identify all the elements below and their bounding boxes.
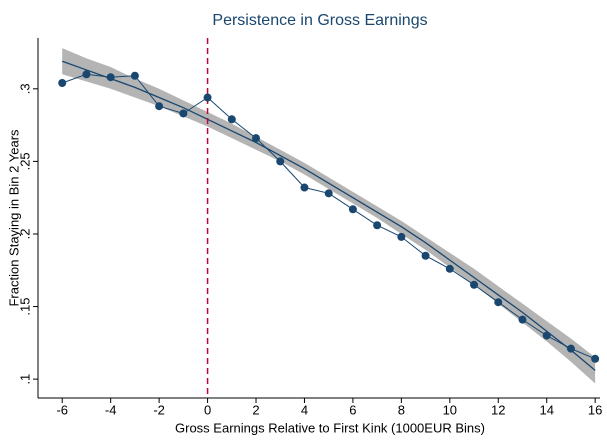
x-tick-label: 16 bbox=[588, 402, 602, 417]
data-point bbox=[300, 183, 309, 192]
data-point bbox=[227, 115, 236, 124]
data-point bbox=[58, 79, 67, 87]
data-point bbox=[445, 264, 454, 273]
y-tick-label: .2 bbox=[17, 229, 32, 240]
x-tick-label: -6 bbox=[56, 402, 68, 417]
y-tick-label: .15 bbox=[17, 298, 32, 316]
x-tick-label: -4 bbox=[105, 402, 117, 417]
data-point bbox=[179, 109, 188, 118]
data-point bbox=[373, 221, 382, 230]
x-tick-label: 14 bbox=[539, 402, 553, 417]
chart-title: Persistence in Gross Earnings bbox=[212, 12, 427, 29]
x-tick-label: 8 bbox=[398, 402, 405, 417]
x-tick-label: -2 bbox=[153, 402, 165, 417]
y-axis-label: Fraction Staying in Bin 2 Years bbox=[6, 129, 21, 307]
data-point bbox=[348, 205, 357, 214]
data-point bbox=[106, 73, 115, 82]
data-point bbox=[203, 93, 212, 102]
data-point bbox=[542, 331, 551, 340]
data-point bbox=[155, 102, 164, 111]
data-point bbox=[591, 354, 600, 363]
data-point bbox=[518, 315, 527, 324]
data-point bbox=[421, 251, 430, 260]
x-tick-label: 0 bbox=[204, 402, 211, 417]
data-point bbox=[130, 71, 139, 80]
data-point bbox=[566, 344, 575, 353]
x-tick-label: 2 bbox=[252, 402, 259, 417]
x-tick-label: 4 bbox=[301, 402, 308, 417]
data-point bbox=[397, 232, 406, 241]
y-tick-label: .3 bbox=[17, 83, 32, 94]
data-point bbox=[276, 157, 285, 166]
confidence-band bbox=[62, 48, 596, 384]
data-point bbox=[470, 280, 479, 289]
data-point bbox=[82, 70, 91, 79]
x-axis-label: Gross Earnings Relative to First Kink (1… bbox=[175, 420, 485, 435]
data-point bbox=[252, 134, 261, 143]
x-tick-label: 6 bbox=[349, 402, 356, 417]
fit-line bbox=[62, 60, 596, 371]
x-tick-label: 12 bbox=[491, 402, 505, 417]
y-tick-label: .1 bbox=[17, 374, 32, 385]
x-tick-label: 10 bbox=[443, 402, 457, 417]
data-point bbox=[324, 189, 333, 198]
y-tick-label: .25 bbox=[17, 152, 32, 170]
data-point bbox=[494, 298, 503, 307]
